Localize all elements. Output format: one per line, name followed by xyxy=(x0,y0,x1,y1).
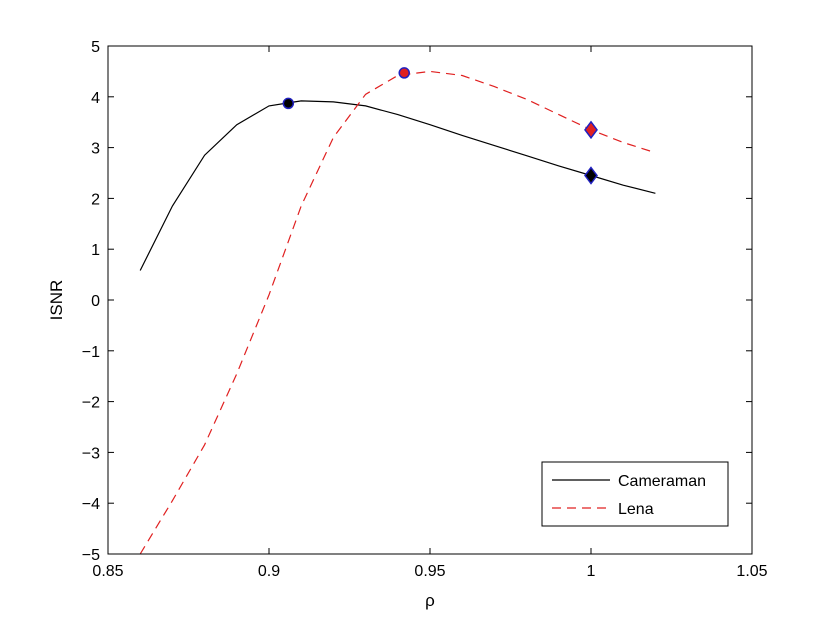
y-tick-label: 1 xyxy=(91,242,100,259)
plot-frame xyxy=(107,45,753,555)
series-layer xyxy=(139,67,656,555)
legend-label-lena: Lena xyxy=(618,501,654,518)
x-tick-label: 1.05 xyxy=(736,563,767,580)
x-tick-label: 0.9 xyxy=(258,563,280,580)
x-tick-label: 0.85 xyxy=(92,563,123,580)
y-tick-label: −2 xyxy=(82,395,100,412)
series-line-cameraman xyxy=(139,100,656,271)
marker-diamond-cameraman xyxy=(584,166,598,185)
y-tick-label: 5 xyxy=(91,39,100,56)
marker-circle-cameraman xyxy=(282,97,295,110)
legend-box xyxy=(541,461,729,527)
y-tick-label: −1 xyxy=(82,344,100,361)
y-tick-label: 2 xyxy=(91,191,100,208)
marker-circle-lena xyxy=(398,67,410,79)
marker-diamond-lena xyxy=(584,120,598,140)
x-axis-label: ρ xyxy=(425,591,435,610)
y-tick-label: 0 xyxy=(91,293,100,310)
y-tick-label: 3 xyxy=(91,141,100,158)
legend-label-cameraman: Cameraman xyxy=(618,473,706,490)
y-tick-label: −3 xyxy=(82,445,100,462)
y-tick-label: −5 xyxy=(82,547,100,564)
labels-layer: 0.85 0.9 0.95 1 1.05 −5 −4 −3 −2 −1 0 1 2 3 4 5 xyxy=(82,39,768,580)
x-tick-label: 0.95 xyxy=(414,563,445,580)
y-tick-label: 4 xyxy=(91,90,100,107)
legend: Cameraman Lena xyxy=(541,461,729,527)
y-axis-label: ISNR xyxy=(47,280,66,321)
x-tick-label: 1 xyxy=(587,563,596,580)
y-tick-label: −4 xyxy=(82,496,100,513)
